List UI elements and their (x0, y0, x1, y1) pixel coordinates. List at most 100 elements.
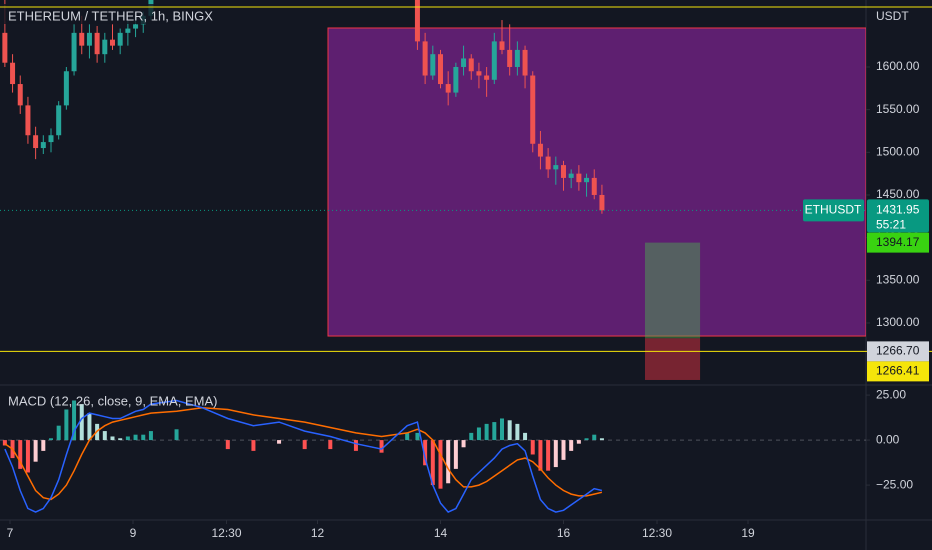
y-tick-label: 1350.00 (876, 272, 920, 286)
signal-line (4, 406, 603, 501)
histogram-bar (48, 438, 53, 441)
macd-line (4, 399, 603, 514)
histogram-bar (118, 438, 123, 441)
price-label-bg (867, 199, 929, 233)
histogram-bar (530, 440, 535, 455)
histogram-bar (25, 440, 30, 473)
histogram-bar (492, 422, 497, 441)
price-label: 1431.95 (876, 203, 920, 217)
candle-body (125, 28, 131, 33)
chart-title: ETHEREUM / TETHER, 1h, BINGX (8, 8, 213, 23)
histogram-bar (599, 438, 604, 441)
price-tag-bg (867, 361, 929, 382)
histogram-bar (79, 404, 84, 441)
candle-body (507, 49, 513, 67)
y-tick-label: 1600.00 (876, 59, 920, 73)
symbol-label: ETHUSDT (805, 203, 862, 217)
histogram-bar (507, 420, 512, 441)
candle-body (94, 32, 100, 55)
currency: USDT (876, 9, 909, 23)
rectangle (327, 27, 866, 337)
candle-body (468, 58, 474, 72)
candle-body (33, 135, 39, 149)
candle-body (560, 165, 566, 178)
candle-body (109, 39, 115, 46)
histogram-bar (33, 440, 38, 462)
x-tick-label: 16 (557, 526, 571, 540)
target-label-bg (867, 232, 929, 253)
macd-pane (0, 399, 866, 514)
title-bg (4, 4, 200, 24)
symbol-label-bg (803, 199, 864, 222)
histogram-bar (453, 440, 458, 469)
candle-body (2, 32, 8, 63)
histogram-bar (251, 440, 256, 451)
histogram-bar (56, 425, 61, 441)
candle-body (40, 142, 46, 149)
y-tick-label: 0.00 (876, 432, 900, 446)
histogram-bar (225, 440, 230, 450)
x-tick-label: 19 (741, 526, 755, 540)
histogram-bar (569, 440, 574, 451)
candle-body (530, 75, 536, 144)
candle-body (537, 143, 543, 157)
candle-body (10, 62, 16, 85)
y-tick-label: 1500.00 (876, 144, 920, 158)
candle-body (133, 24, 139, 29)
candle-body (71, 32, 77, 72)
histogram-bar (133, 434, 138, 441)
candle-body (591, 177, 597, 195)
histogram-bar (379, 440, 384, 453)
histogram-bar (476, 427, 481, 441)
histogram-bar (87, 413, 92, 441)
histogram-bar (469, 432, 474, 441)
histogram-bar (328, 440, 333, 450)
countdown-label: 55:21 (876, 218, 906, 232)
candle-body (430, 54, 436, 76)
histogram-bar (538, 440, 543, 471)
candle-body (522, 49, 528, 76)
candle-body (79, 32, 85, 46)
histogram-bar (64, 409, 69, 441)
position-target (644, 242, 701, 339)
position-stop (644, 338, 701, 380)
histogram-bar (72, 400, 77, 441)
histogram-bar (576, 440, 581, 444)
histogram-bar (277, 440, 282, 444)
histogram-bar (102, 431, 107, 441)
candle-body (584, 177, 590, 183)
histogram-bar (561, 440, 566, 460)
histogram-bar (546, 440, 551, 471)
price-tag: 1266.70 (876, 344, 920, 358)
candle-body (63, 71, 69, 106)
histogram-bar (405, 432, 410, 441)
histogram-bar (423, 440, 428, 466)
x-tick-label: 7 (7, 526, 14, 540)
price-pane (0, 0, 866, 380)
candle-body (48, 135, 54, 143)
candle-body (86, 32, 92, 46)
histogram-bar (499, 418, 504, 441)
histogram-bar (110, 436, 115, 441)
candle-body (461, 58, 467, 67)
candle-body (484, 75, 490, 80)
candle-body (422, 41, 428, 76)
y-tick-label: 25.00 (876, 387, 906, 401)
indicator-title: MACD (12, 26, close, 9, EMA, EMA) (8, 393, 218, 408)
candle-body (514, 49, 520, 67)
candle-body (568, 173, 574, 178)
candle-body (437, 54, 443, 85)
target-label: 1394.17 (876, 235, 920, 249)
histogram-bar (141, 434, 146, 441)
candle-body (453, 66, 459, 93)
candle-body (545, 156, 551, 170)
histogram-bar (41, 440, 46, 451)
candle-body (476, 71, 482, 76)
histogram-bar (353, 440, 358, 451)
histogram-bar (438, 440, 443, 489)
candle-body (553, 165, 559, 170)
candle-body (56, 105, 62, 136)
histogram-bar (415, 432, 420, 441)
